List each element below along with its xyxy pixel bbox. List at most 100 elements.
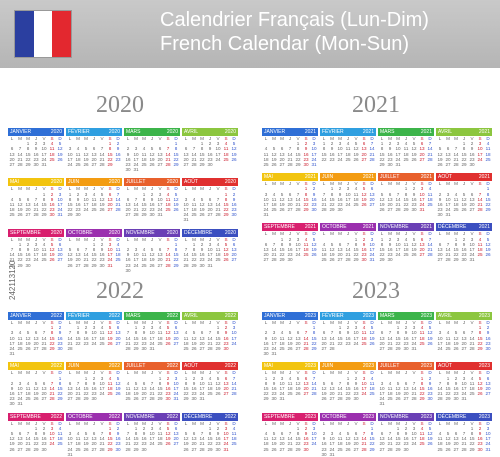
day-cell: 24 bbox=[41, 156, 47, 162]
day-cell: 18 bbox=[157, 436, 163, 442]
day-cell: 28 bbox=[427, 252, 433, 258]
day-cell: 4 bbox=[264, 146, 268, 152]
weekday-header: V bbox=[158, 186, 162, 192]
month-name: MARS bbox=[380, 313, 395, 319]
day-cell: 3 bbox=[486, 425, 490, 431]
day-cell: 9 bbox=[126, 252, 130, 258]
day-cell: 13 bbox=[41, 385, 47, 391]
day-cell: 5 bbox=[174, 191, 178, 197]
day-cell: 24 bbox=[311, 156, 317, 162]
day-cell: 22 bbox=[157, 391, 163, 397]
weekday-header: D bbox=[58, 320, 62, 325]
year-calendar-2023: JANVIER 2023 L M M J V S D 1 2 3 4 5 6 7 8 9 10 11 12 13 14 15 1… bbox=[262, 312, 494, 457]
day-cell: 28 bbox=[427, 156, 433, 162]
weekday-header: S bbox=[224, 420, 228, 426]
day-cell: 27 bbox=[403, 396, 409, 402]
day-cell: 7 bbox=[166, 146, 170, 152]
day-cell: 4 bbox=[26, 380, 30, 386]
month-name: AVRIL bbox=[184, 129, 199, 135]
day-grid: L M M J V S D 1 2 3 4 5 6 7 8 9 10 11 12 13 14 15 16 17 18 19 20 21… bbox=[320, 181, 376, 212]
day-cell: 23 bbox=[165, 391, 171, 397]
weekday-header: D bbox=[312, 136, 316, 141]
month-header: AVRIL 2023 bbox=[436, 312, 492, 320]
day-cell: 5 bbox=[412, 141, 416, 147]
month-name: FÉVRIER bbox=[68, 129, 90, 135]
month-name: JUIN bbox=[68, 363, 80, 370]
day-cell: 15 bbox=[295, 436, 301, 442]
month-name: MAI bbox=[10, 363, 19, 370]
day-cell: 5 bbox=[478, 375, 482, 381]
weekday-header: S bbox=[50, 136, 54, 141]
weekday-header: D bbox=[312, 320, 316, 325]
day-cell: 19 bbox=[453, 340, 459, 346]
weekday-header: V bbox=[296, 370, 300, 376]
day-cell: 13 bbox=[91, 151, 97, 157]
day-cell: 5 bbox=[50, 241, 54, 247]
day-cell: 11 bbox=[115, 247, 121, 252]
weekday-header: D bbox=[58, 186, 62, 192]
month-year: 2020 bbox=[224, 229, 236, 236]
day-cell: 7 bbox=[304, 330, 308, 336]
weekday-header: L bbox=[68, 186, 72, 192]
day-cell: 27 bbox=[329, 396, 335, 402]
day-cell: 13 bbox=[369, 191, 375, 197]
day-grid: L M M J V S D 1 2 3 4 5 6 7 8 9 10 11 12 13 14 15 16 17 18 19 20 21… bbox=[182, 237, 238, 268]
day-cell: 30 bbox=[263, 351, 269, 357]
weekday-header: V bbox=[354, 370, 358, 376]
day-cell: 8 bbox=[404, 191, 408, 197]
day-cell: 19 bbox=[17, 207, 23, 213]
day-cell: 18 bbox=[183, 340, 189, 346]
day-cell: 20 bbox=[263, 252, 269, 258]
day-cell: 7 bbox=[150, 380, 154, 386]
day-cell: 3 bbox=[10, 330, 14, 336]
weekday-header: V bbox=[216, 236, 220, 242]
day-cell: 30 bbox=[141, 446, 147, 452]
weekday-header: J bbox=[462, 370, 466, 376]
month-year: 2020 bbox=[108, 179, 120, 186]
day-cell: 26 bbox=[271, 446, 277, 452]
day-cell: 14 bbox=[369, 146, 375, 152]
day-cell: 29 bbox=[353, 257, 359, 263]
day-cell: 12 bbox=[311, 241, 317, 247]
day-cell: 1 bbox=[470, 425, 474, 431]
month-2022-8: AOÛT 2022 L M M J V S D 1 2 3 4 5 6 7 8 9 10 11 12 13 14 15 16 17… bbox=[182, 362, 238, 406]
day-cell: 19 bbox=[165, 436, 171, 442]
day-cell: 2 bbox=[470, 141, 474, 147]
day-cell: 1 bbox=[108, 425, 112, 431]
day-cell: 12 bbox=[191, 335, 197, 341]
day-cell: 24 bbox=[183, 212, 189, 218]
month-2022-7: JUILLET 2022 L M M J V S D 1 2 3 4 5 6 7 8 9 10 11 12 13 14 15 1… bbox=[124, 362, 180, 406]
day-cell: 16 bbox=[287, 247, 293, 252]
day-cell: 5 bbox=[166, 425, 170, 431]
weekday-header: J bbox=[346, 181, 350, 187]
day-cell: 29 bbox=[295, 161, 301, 167]
day-cell: 18 bbox=[419, 436, 425, 442]
day-cell: 31 bbox=[57, 212, 63, 218]
day-cell: 30 bbox=[411, 207, 417, 213]
day-cell: 17 bbox=[411, 436, 417, 442]
day-cell: 14 bbox=[49, 385, 55, 391]
day-cell: 17 bbox=[67, 441, 73, 447]
day-cell: 21 bbox=[477, 201, 483, 207]
day-cell: 19 bbox=[353, 151, 359, 157]
day-cell: 23 bbox=[141, 340, 147, 346]
day-cell: 5 bbox=[150, 146, 154, 152]
day-cell: 24 bbox=[271, 345, 277, 351]
day-cell: 19 bbox=[149, 257, 155, 263]
day-cell: 18 bbox=[115, 252, 121, 258]
day-cell: 22 bbox=[403, 201, 409, 207]
day-cell: 22 bbox=[33, 441, 39, 447]
day-cell: 25 bbox=[321, 257, 327, 263]
day-cell: 9 bbox=[412, 191, 416, 197]
day-grid: L M M J V S D 1 2 3 4 5 6 7 8 9 10 11 12 13 14 15 16 17 18 19 20 21… bbox=[182, 370, 238, 401]
day-cell: 13 bbox=[353, 436, 359, 442]
day-cell: 30 bbox=[403, 446, 409, 452]
day-cell: 7 bbox=[438, 380, 442, 386]
day-cell: 10 bbox=[411, 330, 417, 336]
day-cell: 18 bbox=[369, 385, 375, 391]
day-cell: 6 bbox=[420, 141, 424, 147]
month-year: 2023 bbox=[420, 313, 432, 319]
weekday-header: V bbox=[158, 236, 162, 242]
day-cell: 10 bbox=[183, 201, 189, 207]
day-cell: 22 bbox=[353, 252, 359, 258]
